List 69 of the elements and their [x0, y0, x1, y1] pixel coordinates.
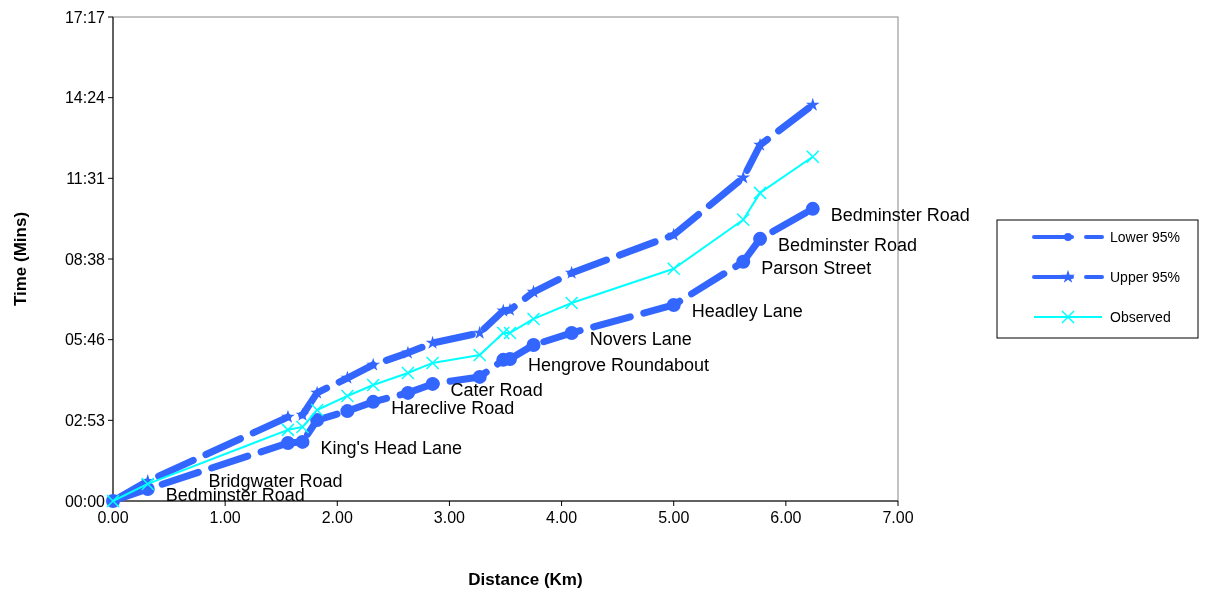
y-tick-label: 14:24: [64, 89, 106, 107]
point: [310, 413, 325, 428]
annotation: Bedminster Road: [778, 234, 918, 255]
annotation: Bedminster Road: [830, 204, 970, 225]
y-tick-label: 05:46: [64, 331, 106, 349]
point: [141, 477, 155, 491]
point: [736, 254, 751, 269]
annotation: Hareclive Road: [391, 397, 515, 418]
point: [805, 97, 820, 111]
point: [666, 297, 681, 312]
point: [425, 376, 440, 391]
point: [736, 213, 750, 227]
point: [503, 302, 517, 316]
point: [366, 357, 381, 371]
point: [526, 337, 541, 352]
y-axis-title: Time (Mins): [11, 211, 30, 307]
point: [340, 389, 355, 403]
x-tick-label: 6.00: [770, 509, 802, 526]
point: [425, 356, 440, 370]
annotation: Hengrove Roundabout: [527, 354, 710, 375]
point: [401, 366, 415, 380]
point: [281, 423, 295, 437]
point: [401, 345, 415, 359]
point: [366, 378, 380, 392]
point: [564, 325, 579, 340]
legend-label: Observed: [1110, 308, 1171, 325]
annotation: Parson Street: [761, 257, 872, 278]
x-tick-label: 7.00: [882, 509, 914, 526]
point: [310, 385, 324, 399]
y-tick-label: 02:53: [64, 411, 106, 429]
legend-label: Lower 95%: [1110, 228, 1181, 245]
point: [400, 385, 415, 400]
y-tick-label: 08:38: [64, 250, 106, 268]
point: [753, 231, 768, 246]
x-tick-label: 0.00: [97, 509, 129, 526]
point: [280, 436, 295, 451]
point: [472, 369, 487, 384]
x-tick-label: 4.00: [546, 509, 578, 526]
y-tick-label: 11:31: [66, 169, 106, 187]
point: [472, 348, 487, 362]
x-tick-label: 2.00: [321, 509, 353, 526]
point: [295, 434, 310, 449]
y-tick-label: 00:00: [64, 492, 106, 510]
point: [295, 407, 310, 421]
x-tick-label: 1.00: [209, 509, 241, 526]
point: [295, 420, 310, 434]
x-tick-label: 5.00: [658, 509, 690, 526]
x-axis-title: Distance (Km): [468, 570, 583, 589]
annotation: King's Head Lane: [320, 437, 463, 458]
point: [281, 409, 295, 423]
point: [496, 326, 511, 340]
point: [472, 325, 487, 339]
point: [310, 403, 324, 417]
point: [340, 404, 355, 419]
annotation: Headley Lane: [691, 300, 803, 321]
y-tick-label: 17:17: [64, 8, 106, 26]
legend-label: Upper 95%: [1110, 268, 1181, 285]
annotation: Cater Road: [450, 379, 543, 400]
point: [503, 326, 517, 340]
point: [805, 201, 820, 216]
point: [564, 296, 579, 310]
annotation: Novers Lane: [589, 328, 692, 349]
point: [366, 394, 381, 409]
point: [753, 137, 767, 151]
point: [753, 186, 767, 200]
point: [666, 262, 681, 276]
x-tick-label: 3.00: [433, 509, 466, 526]
point: [526, 312, 541, 326]
point: [806, 150, 820, 164]
